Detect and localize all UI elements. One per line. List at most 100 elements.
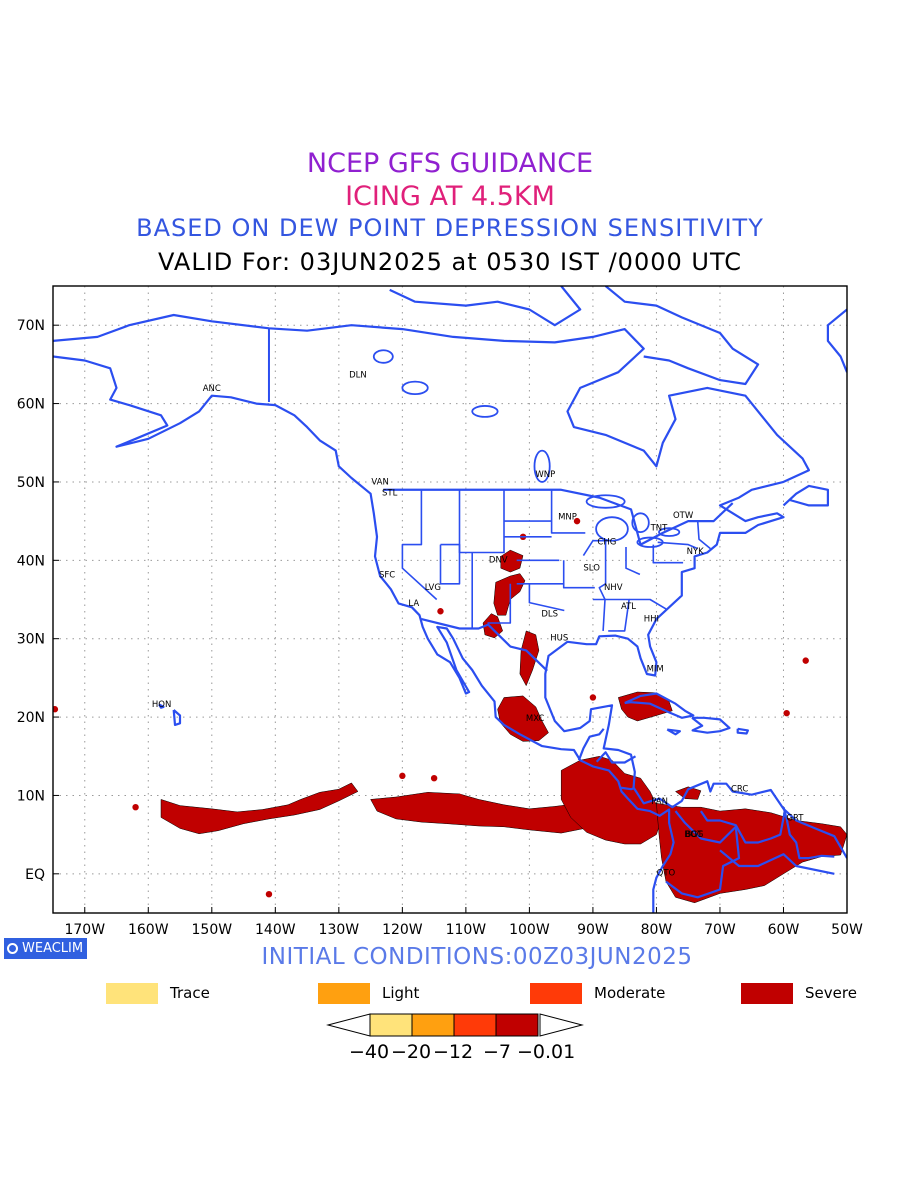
coastline bbox=[826, 308, 847, 373]
legend-label: Moderate bbox=[594, 984, 666, 1002]
station-label: NHV bbox=[604, 583, 623, 593]
lake-outline bbox=[636, 536, 664, 548]
station-label: HON bbox=[152, 700, 171, 710]
colorbar-box bbox=[495, 1013, 539, 1037]
lake-outline bbox=[372, 349, 394, 364]
lake-outline bbox=[658, 527, 681, 537]
lake-outline bbox=[631, 512, 650, 533]
icing-area bbox=[493, 573, 526, 616]
coastline bbox=[172, 709, 182, 726]
coastline bbox=[691, 716, 731, 734]
lat-label: 30N bbox=[17, 632, 45, 648]
lake-outline bbox=[401, 380, 429, 396]
badge-label: WEACLIM bbox=[22, 941, 84, 956]
icing-area bbox=[656, 803, 847, 904]
icing-speck bbox=[132, 803, 139, 811]
state-border bbox=[629, 598, 667, 610]
icing-speck bbox=[589, 694, 597, 701]
station-label: DNV bbox=[489, 556, 508, 566]
lake-outline bbox=[533, 449, 551, 483]
state-border bbox=[598, 540, 607, 631]
title-line-3: BASED ON DEW POINT DEPRESSION SENSITIVIT… bbox=[136, 214, 764, 242]
state-border bbox=[550, 489, 586, 534]
station-label: HUS bbox=[550, 633, 568, 643]
coastline bbox=[782, 806, 835, 860]
map-gridlines bbox=[53, 286, 847, 913]
state-border bbox=[582, 539, 609, 557]
state-border bbox=[528, 583, 565, 612]
lon-label: 90W bbox=[577, 922, 609, 938]
axis-labels: 70N 60N 50N 40N 30N 20N 10N EQ 170W 160W 150W 140W 1… bbox=[17, 318, 863, 938]
legend-swatch bbox=[318, 983, 370, 1004]
state-border bbox=[592, 598, 630, 632]
station-label: CRC bbox=[731, 785, 748, 795]
lat-label: 60N bbox=[17, 397, 45, 413]
icing-speck bbox=[573, 517, 581, 525]
lon-label: 170W bbox=[64, 922, 105, 938]
circle-ring-icon bbox=[7, 943, 18, 954]
station-label: VAN bbox=[371, 477, 388, 487]
lake-outline bbox=[595, 516, 629, 542]
icing-speck bbox=[437, 608, 444, 615]
state-border bbox=[401, 489, 438, 601]
station-label: WNP bbox=[535, 470, 555, 480]
legend-label: Severe bbox=[805, 984, 857, 1002]
state-border bbox=[439, 543, 461, 585]
lon-label: 120W bbox=[382, 922, 423, 938]
station-label: STL bbox=[382, 488, 398, 498]
coastline bbox=[595, 751, 637, 764]
icing-speck bbox=[430, 774, 438, 782]
station-label: TNT bbox=[650, 524, 669, 534]
title-line-1: NCEP GFS GUIDANCE bbox=[306, 148, 594, 179]
weaclim-badge: WEACLIM bbox=[4, 938, 88, 959]
state-border bbox=[657, 541, 699, 550]
legend-swatch bbox=[106, 983, 158, 1004]
lat-label: 10N bbox=[17, 788, 45, 804]
legend-swatch bbox=[530, 983, 582, 1004]
coastline bbox=[389, 286, 582, 327]
colorbar-box bbox=[411, 1013, 455, 1037]
state-border bbox=[625, 547, 641, 576]
icing-area bbox=[482, 613, 503, 639]
station-label: PAN bbox=[651, 797, 668, 807]
icing-speck bbox=[399, 772, 406, 780]
station-label: MXC bbox=[526, 714, 545, 724]
icing-areas bbox=[53, 517, 847, 904]
station-label: NYK bbox=[687, 547, 705, 557]
station-label: SLO bbox=[583, 564, 600, 574]
state-border bbox=[562, 560, 595, 589]
lon-label: 80W bbox=[641, 922, 673, 938]
icing-area bbox=[560, 756, 664, 845]
title-line-2: ICING AT 4.5KM bbox=[345, 181, 555, 212]
lake-outline bbox=[471, 405, 499, 418]
colorbar-label: −12 bbox=[433, 1041, 474, 1063]
lon-label: 60W bbox=[768, 922, 800, 938]
coastline bbox=[666, 728, 681, 736]
icing-speck bbox=[456, 793, 463, 801]
icing-speck bbox=[783, 709, 790, 717]
legend-label: Trace bbox=[170, 984, 210, 1002]
coastline bbox=[665, 810, 741, 899]
coastline bbox=[604, 286, 760, 386]
lake-outline bbox=[585, 494, 626, 509]
station-label: SFC bbox=[379, 571, 395, 581]
station-label: MIM bbox=[647, 665, 664, 675]
station-label: DLS bbox=[541, 610, 558, 620]
coastline bbox=[158, 703, 165, 709]
station-label: OTW bbox=[673, 511, 694, 521]
lat-label: 20N bbox=[17, 710, 45, 726]
map-frame bbox=[52, 285, 848, 914]
colorbar-label: −40 bbox=[349, 1041, 390, 1063]
colorbar-left-arrow bbox=[326, 1013, 371, 1037]
icing-speck bbox=[608, 780, 616, 787]
icing-speck bbox=[802, 657, 809, 664]
coastline bbox=[620, 786, 634, 791]
station-label: ATL bbox=[621, 602, 636, 612]
coastline bbox=[53, 355, 675, 913]
station-label: ANC bbox=[203, 384, 221, 394]
colorbar-right-arrow bbox=[539, 1013, 584, 1037]
coastlines bbox=[53, 286, 847, 913]
coastline bbox=[53, 313, 847, 859]
icing-area bbox=[497, 695, 549, 742]
